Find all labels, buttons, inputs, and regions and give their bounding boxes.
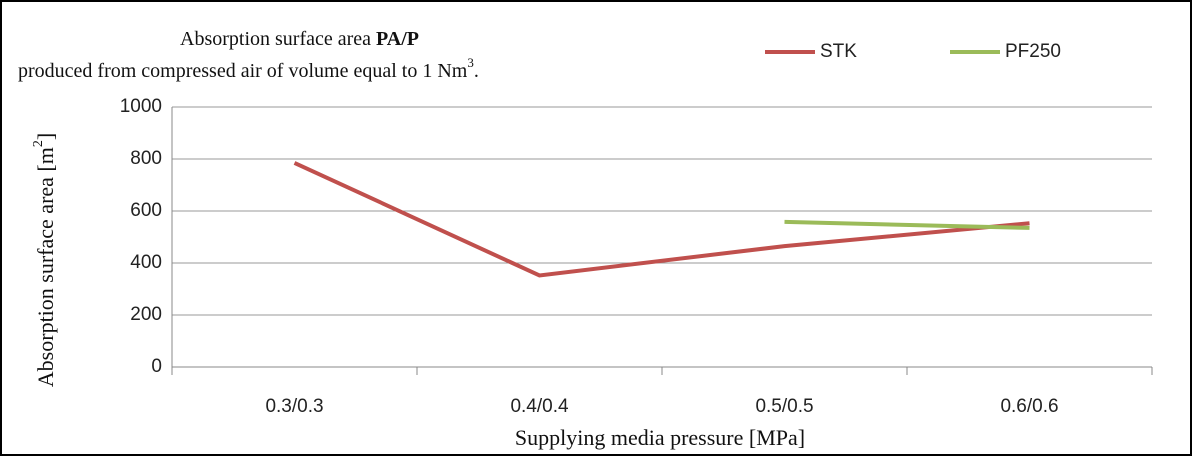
- subtitle-end: .: [474, 60, 479, 82]
- x-tick-label: 0.4/0.4: [510, 396, 569, 417]
- x-tick-label: 0.6/0.6: [1000, 396, 1058, 417]
- y-label-text: Absorption surface area [m: [33, 147, 58, 387]
- y-tick-label: 200: [130, 304, 162, 325]
- title-bold: PA/P: [376, 28, 419, 50]
- subtitle-sup: 3: [467, 55, 474, 70]
- y-tick-label: 400: [130, 252, 162, 273]
- x-tick-label: 0.5/0.5: [755, 396, 813, 417]
- subtitle-text: produced from compressed air of volume e…: [18, 60, 468, 82]
- series-line: [293, 161, 1030, 278]
- x-axis-label: Supplying media pressure [MPa]: [515, 425, 805, 450]
- series-line: [784, 219, 1030, 230]
- legend-label: STK: [820, 41, 857, 62]
- chart-title: Absorption surface area PA/P: [180, 28, 419, 50]
- y-tick-label: 1000: [120, 96, 162, 117]
- x-tick-label: 0.3/0.3: [265, 396, 323, 417]
- title-text: Absorption surface area: [180, 28, 371, 50]
- y-tick-label: 800: [130, 148, 162, 169]
- y-label-end: ]: [33, 133, 58, 140]
- y-axis-label: Absorption surface area [m2]: [31, 133, 58, 387]
- chart-subtitle: produced from compressed air of volume e…: [18, 55, 479, 82]
- y-tick-label: 600: [130, 200, 162, 221]
- y-tick-label: 0: [151, 356, 162, 377]
- y-label-sup: 2: [31, 140, 46, 147]
- legend-label: PF250: [1005, 41, 1061, 62]
